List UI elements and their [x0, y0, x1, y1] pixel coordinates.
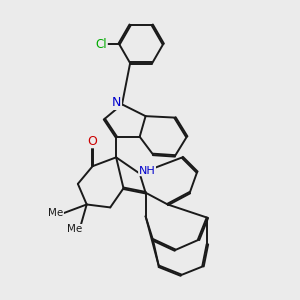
- Text: NH: NH: [139, 166, 155, 176]
- Text: Me: Me: [67, 224, 83, 235]
- Text: Me: Me: [48, 208, 63, 218]
- Text: O: O: [88, 135, 98, 148]
- Text: Cl: Cl: [96, 38, 107, 50]
- Text: N: N: [112, 96, 122, 110]
